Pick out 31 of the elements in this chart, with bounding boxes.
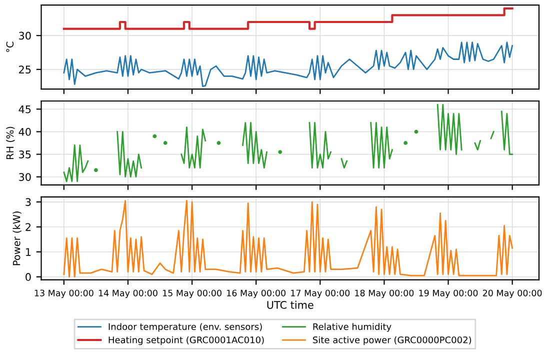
y-axis-title: °C <box>6 42 14 52</box>
legend-label: Indoor temperature (env. sensors) <box>108 323 262 332</box>
x-tick-label: 19 May 00:00 <box>419 290 478 298</box>
y-tick-label: 30 <box>19 173 31 181</box>
x-tick-label: 16 May 00:00 <box>227 290 286 298</box>
y-tick-label: 45 <box>18 105 31 114</box>
y-tick-label: 1 <box>26 248 31 256</box>
y-tick-label: 35 <box>19 150 31 158</box>
x-tick-label: 17 May 00:00 <box>291 290 350 298</box>
x-tick-label: 18 May 00:00 <box>355 290 414 298</box>
y-tick-label: 0 <box>26 273 31 281</box>
point <box>163 141 168 145</box>
y-tick-label: 30 <box>19 32 31 40</box>
y-tick-label: 3 <box>26 198 31 206</box>
x-tick-label: 13 May 00:00 <box>34 290 94 298</box>
point <box>404 141 408 145</box>
y-axis-title: Power (kW) <box>12 212 22 266</box>
x-tick-label: 14 May 00:00 <box>98 290 158 298</box>
y-tick-label: 2 <box>26 223 30 231</box>
y-axis-title: RH (%) <box>6 126 15 160</box>
point <box>94 168 98 172</box>
legend-label: Relative humidity <box>313 323 392 332</box>
x-tick-label: 20 May 00:00 <box>482 290 542 298</box>
point <box>414 130 418 134</box>
y-tick-label: 25 <box>19 66 31 74</box>
x-tick-label: 15 May 00:00 <box>163 290 222 298</box>
point <box>152 134 157 138</box>
y-tick-label: 40 <box>18 128 31 136</box>
legend-label: Site active power (GRC0000PC002) <box>313 336 472 346</box>
legend-label: Heating setpoint (GRC0001AC010) <box>108 336 264 346</box>
x-axis-title: UTC time <box>267 300 314 309</box>
